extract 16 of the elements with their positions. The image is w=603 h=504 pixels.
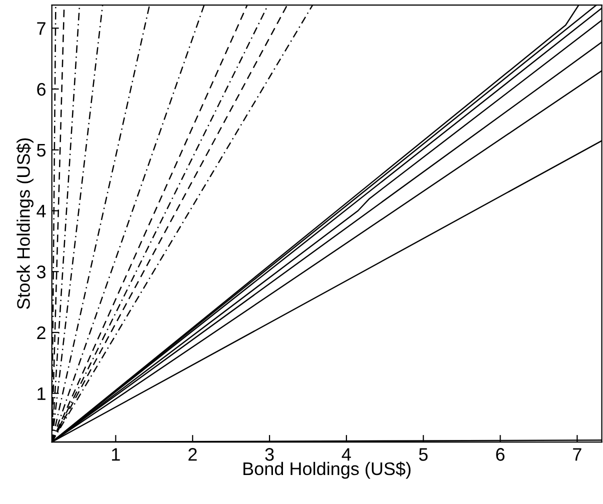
y-tick-label: 4: [36, 204, 46, 218]
x-tick-label: 5: [419, 448, 428, 461]
x-tick-label: 1: [112, 448, 120, 461]
y-tick-label: 6: [37, 82, 46, 96]
x-tick-label: 6: [496, 448, 504, 461]
x-axis-title: Bond Holdings (US$): [244, 462, 411, 479]
y-tick-label: 1: [38, 387, 46, 400]
y-tick-label: 3: [36, 266, 46, 278]
y-tick-label: 7: [37, 22, 46, 35]
y-axis-title: Stock Holdings (US$): [16, 138, 34, 309]
y-tick-label: 2: [37, 326, 46, 340]
x-tick-label: 3: [265, 448, 274, 461]
x-tick-label: 7: [573, 448, 582, 461]
x-tick-label: 4: [342, 448, 351, 461]
x-tick-label: 2: [188, 448, 197, 461]
y-tick-label: 5: [36, 144, 46, 157]
